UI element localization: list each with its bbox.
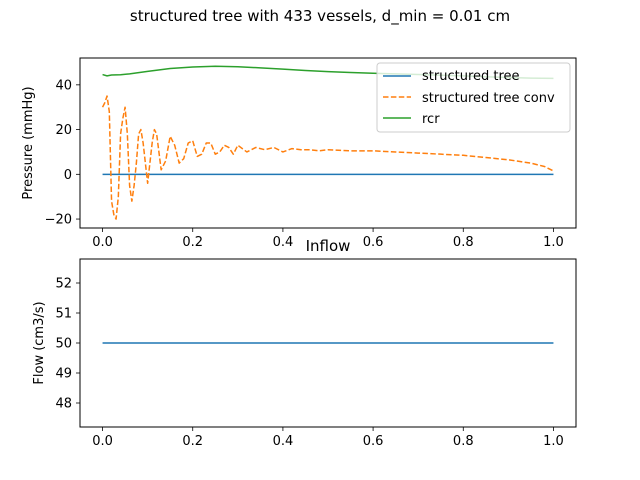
inflow-y-tick-label: 48 — [55, 397, 72, 412]
inflow-x-tick-label: 1.0 — [543, 434, 564, 449]
inflow-y-axis-label: Flow (cm3/s) — [32, 301, 47, 384]
pressure-x-tick-label: 0.6 — [363, 235, 384, 250]
pressure-x-tick-label: 0.0 — [92, 235, 113, 250]
legend-label-structured-tree-conv: structured tree conv — [422, 91, 555, 106]
inflow-title: Inflow — [306, 237, 351, 255]
pressure-subplot: 0.0 0.2 0.4 0.6 0.8 1.0 −20 0 20 40 Pressure (mm… — [21, 57, 577, 250]
pressure-axes-frame — [79, 57, 577, 229]
inflow-y-tick-label: 50 — [55, 337, 72, 352]
pressure-x-tick-label: 0.2 — [182, 235, 203, 250]
pressure-x-tick-label: 0.4 — [273, 235, 294, 250]
pressure-y-ticks: −20 0 20 40 — [45, 78, 80, 228]
pressure-y-axis-label: Pressure (mmHg) — [21, 86, 36, 199]
pressure-legend: structured tree structured tree conv rcr — [376, 62, 571, 133]
inflow-x-tick-label: 0.6 — [363, 434, 384, 449]
pressure-y-tick-label: 0 — [64, 168, 72, 183]
pressure-x-tick-label: 0.8 — [453, 235, 474, 250]
figure-title: structured tree with 433 vessels, d_min … — [130, 7, 510, 26]
inflow-y-tick-label: 51 — [55, 307, 72, 322]
inflow-x-ticks: 0.0 0.2 0.4 0.6 0.8 1.0 — [92, 427, 564, 449]
pressure-x-tick-label: 1.0 — [543, 235, 564, 250]
pressure-y-tick-label: −20 — [45, 213, 72, 228]
inflow-y-tick-label: 49 — [55, 367, 72, 382]
legend-label-structured-tree: structured tree — [422, 69, 520, 84]
pressure-y-tick-label: 40 — [55, 78, 72, 93]
pressure-y-tick-label: 20 — [55, 123, 72, 138]
legend-frame — [376, 62, 571, 133]
inflow-x-tick-label: 0.2 — [182, 434, 203, 449]
inflow-x-tick-label: 0.0 — [92, 434, 113, 449]
legend-label-rcr: rcr — [422, 112, 440, 127]
pressure-series-line-structured-tree-conv — [101, 95, 554, 220]
inflow-y-ticks: 48 49 50 51 52 — [55, 277, 80, 412]
inflow-y-tick-label: 52 — [55, 277, 72, 292]
inflow-x-tick-label: 0.4 — [273, 434, 294, 449]
pressure-x-ticks: 0.0 0.2 0.4 0.6 0.8 1.0 — [92, 228, 564, 250]
inflow-x-tick-label: 0.8 — [453, 434, 474, 449]
inflow-subplot: Inflow 0.0 0.2 0.4 0.6 0.8 1.0 48 49 50 51 52 Flo… — [32, 237, 577, 449]
